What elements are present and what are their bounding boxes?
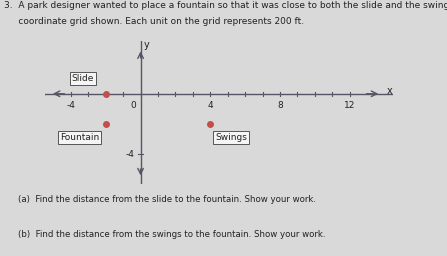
Text: x: x (386, 86, 392, 96)
Text: 0: 0 (131, 101, 136, 110)
Text: Swings: Swings (215, 133, 247, 142)
Text: y: y (144, 40, 150, 50)
Text: 12: 12 (344, 101, 355, 110)
Text: Fountain: Fountain (60, 133, 99, 142)
Text: -4: -4 (126, 150, 135, 159)
Text: coordinate grid shown. Each unit on the grid represents 200 ft.: coordinate grid shown. Each unit on the … (4, 17, 304, 26)
Text: 8: 8 (277, 101, 283, 110)
Text: 4: 4 (207, 101, 213, 110)
Text: (b)  Find the distance from the swings to the fountain. Show your work.: (b) Find the distance from the swings to… (18, 230, 325, 239)
Text: 3.  A park designer wanted to place a fountain so that it was close to both the : 3. A park designer wanted to place a fou… (4, 1, 447, 10)
Text: (a)  Find the distance from the slide to the fountain. Show your work.: (a) Find the distance from the slide to … (18, 195, 316, 204)
Text: -4: -4 (67, 101, 75, 110)
Text: Slide: Slide (72, 74, 94, 83)
